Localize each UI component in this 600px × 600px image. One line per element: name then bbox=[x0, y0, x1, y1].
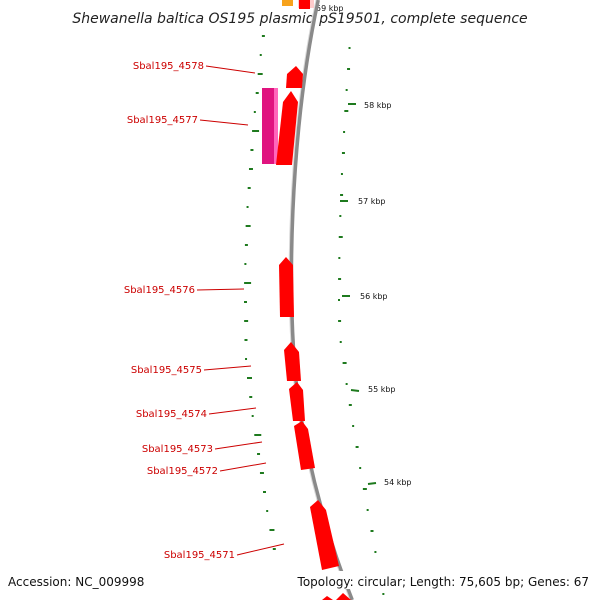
kbp-label-58: 58 kbp bbox=[364, 101, 392, 110]
gene-label-sbal195-4571[interactable]: Sbal195_4571 bbox=[164, 550, 235, 561]
leader-line-sbal195-4578 bbox=[205, 65, 256, 74]
gene-label-sbal195-4576[interactable]: Sbal195_4576 bbox=[124, 285, 195, 296]
orange-feature-top[interactable] bbox=[282, 0, 293, 6]
kbp-tick-55 bbox=[350, 389, 360, 392]
accession-label: Accession: NC_009998 bbox=[8, 575, 144, 589]
gene-arrow-sbal195-4573[interactable] bbox=[294, 421, 315, 470]
gene-label-sbal195-4573[interactable]: Sbal195_4573 bbox=[142, 444, 213, 455]
map-title: Shewanella baltica OS195 plasmid pS19501… bbox=[72, 11, 527, 27]
leader-line-sbal195-4574 bbox=[208, 407, 257, 415]
kbp-tick-54 bbox=[367, 482, 377, 485]
leader-line-sbal195-4573 bbox=[214, 441, 263, 450]
gene-arrow-sbal195-4578[interactable] bbox=[286, 66, 303, 88]
gene-arrow-sbal195-4576[interactable] bbox=[279, 257, 294, 317]
gene-label-sbal195-4572[interactable]: Sbal195_4572 bbox=[147, 466, 218, 477]
kbp-label-top-clipped: 59 kbp bbox=[316, 4, 344, 13]
leader-line-sbal195-4577 bbox=[199, 119, 249, 126]
leader-line-sbal195-4571 bbox=[236, 543, 285, 556]
gc-ticks-outer bbox=[338, 47, 385, 595]
gene-arrow-top[interactable] bbox=[299, 0, 310, 9]
kbp-label-56: 56 kbp bbox=[360, 292, 388, 301]
gene-arrow-bottom-1[interactable] bbox=[322, 596, 333, 600]
gene-arrow-sbal195-4575[interactable] bbox=[284, 342, 301, 381]
gc-ticks-inner bbox=[244, 35, 276, 550]
gene-label-sbal195-4577[interactable]: Sbal195_4577 bbox=[127, 115, 198, 126]
gene-arrow-sbal195-4571[interactable] bbox=[310, 500, 339, 570]
leader-line-sbal195-4572 bbox=[219, 462, 267, 472]
gene-arrow-magenta-shade bbox=[274, 88, 278, 164]
footer-summary-bg bbox=[298, 571, 594, 589]
leader-line-sbal195-4575 bbox=[203, 365, 252, 371]
gene-arrow-bottom-2[interactable] bbox=[336, 593, 351, 600]
kbp-label-54: 54 kbp bbox=[384, 478, 412, 487]
gene-arrow-sbal195-4577[interactable] bbox=[276, 91, 298, 165]
gene-label-sbal195-4578[interactable]: Sbal195_4578 bbox=[133, 61, 204, 72]
kbp-label-55: 55 kbp bbox=[368, 385, 396, 394]
gene-label-sbal195-4574[interactable]: Sbal195_4574 bbox=[136, 409, 207, 420]
gene-label-sbal195-4575[interactable]: Sbal195_4575 bbox=[131, 365, 202, 376]
leader-line-sbal195-4576 bbox=[196, 288, 245, 291]
gene-arrow-sbal195-4574[interactable] bbox=[289, 382, 305, 421]
kbp-label-57: 57 kbp bbox=[358, 197, 386, 206]
summary-label: Topology: circular; Length: 75,605 bp; G… bbox=[297, 575, 589, 589]
